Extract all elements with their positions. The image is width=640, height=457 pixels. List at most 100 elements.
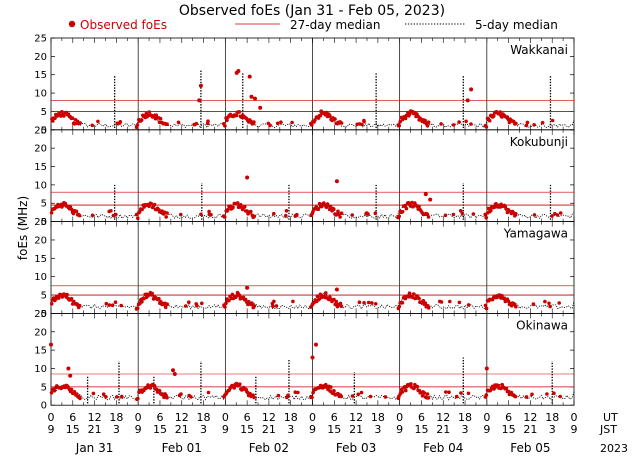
observed-point bbox=[404, 388, 408, 393]
ut-tick-label: 6 bbox=[331, 411, 338, 424]
y-tick-label: 10 bbox=[34, 180, 47, 191]
observed-point bbox=[295, 212, 299, 217]
observed-point bbox=[540, 120, 545, 125]
jst-tick-label: 21 bbox=[262, 423, 276, 436]
jst-tick-label: 3 bbox=[462, 423, 469, 436]
y-tick-label: 15 bbox=[34, 162, 47, 173]
ut-tick-label: 6 bbox=[505, 411, 512, 424]
day-label: Feb 05 bbox=[510, 441, 550, 455]
observed-point bbox=[484, 125, 489, 129]
observed-point bbox=[483, 303, 488, 308]
observed-point bbox=[224, 301, 228, 306]
station-name: Okinawa bbox=[516, 318, 568, 332]
observed-point bbox=[532, 213, 537, 217]
ut-tick-label: 0 bbox=[571, 411, 578, 424]
jst-tick-label: 21 bbox=[88, 423, 102, 436]
y-tick-label: 10 bbox=[34, 89, 47, 100]
panel-wakkanai: 0 5 10 15 20 25 Wakkanai bbox=[34, 34, 575, 136]
observed-point bbox=[75, 392, 79, 396]
observed-point bbox=[49, 391, 54, 395]
observed-point bbox=[329, 385, 333, 389]
ut-tick-label: 12 bbox=[88, 411, 102, 424]
observed-point bbox=[356, 392, 361, 397]
observed-point bbox=[426, 306, 431, 310]
observed-point bbox=[359, 390, 364, 395]
jst-tick-label: 3 bbox=[287, 423, 294, 436]
year-label: 2023 bbox=[600, 442, 628, 455]
observed-point bbox=[107, 209, 111, 214]
observed-point bbox=[315, 294, 320, 299]
observed-point bbox=[328, 204, 333, 209]
observed-point bbox=[171, 368, 175, 373]
observed-point bbox=[147, 204, 151, 209]
observed-point bbox=[334, 287, 339, 292]
observed-point bbox=[252, 214, 256, 219]
observed-point bbox=[439, 122, 443, 126]
ut-tick-label: 12 bbox=[523, 411, 537, 424]
observed-point bbox=[68, 373, 73, 378]
observed-point bbox=[548, 304, 552, 309]
observed-point bbox=[266, 121, 271, 126]
observed-point bbox=[438, 299, 442, 304]
chart-title: Observed foEs (Jan 31 - Feb 05, 2023) bbox=[179, 3, 445, 19]
observed-point bbox=[336, 209, 340, 214]
jst-tick-label: 21 bbox=[349, 423, 363, 436]
observed-point bbox=[149, 201, 153, 206]
observed-point bbox=[332, 297, 336, 302]
observed-point bbox=[317, 201, 322, 206]
observed-point bbox=[398, 120, 403, 124]
observed-point bbox=[245, 285, 250, 290]
observed-point bbox=[370, 301, 374, 305]
observed-point bbox=[115, 395, 119, 399]
observed-point bbox=[293, 390, 298, 395]
observed-point bbox=[339, 304, 344, 309]
observed-point bbox=[118, 120, 123, 124]
observed-point bbox=[49, 301, 54, 306]
ut-tick-label: 0 bbox=[48, 411, 55, 424]
observed-point bbox=[69, 387, 74, 392]
y-tick-label: 20 bbox=[34, 327, 47, 338]
jst-tick-label: 9 bbox=[48, 423, 55, 436]
observed-point bbox=[249, 94, 254, 99]
observed-point bbox=[285, 395, 289, 400]
y-tick-label: 15 bbox=[34, 254, 47, 265]
observed-point bbox=[194, 121, 199, 126]
observed-point bbox=[270, 301, 275, 306]
jst-tick-label: 9 bbox=[309, 423, 316, 436]
observed-point bbox=[366, 212, 370, 216]
y-tick-label: 25 bbox=[34, 217, 47, 228]
jst-tick-label: 15 bbox=[327, 423, 341, 436]
y-axis-label: foEs (MHz) bbox=[16, 196, 30, 260]
observed-point bbox=[225, 118, 229, 123]
observed-point bbox=[165, 211, 169, 215]
observed-point bbox=[227, 388, 231, 393]
jst-tick-label: 9 bbox=[222, 423, 229, 436]
observed-point bbox=[222, 215, 227, 219]
ut-tick-label: 6 bbox=[156, 411, 163, 424]
observed-point bbox=[258, 105, 263, 110]
observed-point bbox=[296, 390, 300, 395]
observed-point bbox=[357, 122, 362, 126]
observed-point bbox=[471, 212, 476, 216]
observed-point bbox=[362, 119, 366, 124]
jst-tick-label: 3 bbox=[113, 423, 120, 436]
observed-point bbox=[422, 391, 427, 395]
observed-point bbox=[164, 215, 168, 219]
observed-point bbox=[207, 209, 211, 214]
observed-point bbox=[324, 291, 328, 295]
y-tick-label: 10 bbox=[34, 364, 47, 375]
observed-point bbox=[400, 300, 405, 305]
station-panels: 0 5 10 15 20 25 Wakkanai 0 5 10 15 20 25 Kokubunji 0 5 1… bbox=[34, 34, 575, 412]
observed-point bbox=[52, 388, 57, 393]
observed-point bbox=[447, 390, 451, 395]
observed-point bbox=[400, 390, 405, 394]
observed-point bbox=[412, 292, 416, 296]
observed-point bbox=[425, 212, 430, 217]
observed-point bbox=[104, 301, 109, 306]
observed-point bbox=[56, 296, 61, 300]
observed-point bbox=[547, 301, 551, 306]
observed-point bbox=[290, 120, 294, 125]
observed-point bbox=[179, 212, 183, 217]
observed-point bbox=[373, 211, 378, 215]
observed-point bbox=[91, 391, 96, 396]
